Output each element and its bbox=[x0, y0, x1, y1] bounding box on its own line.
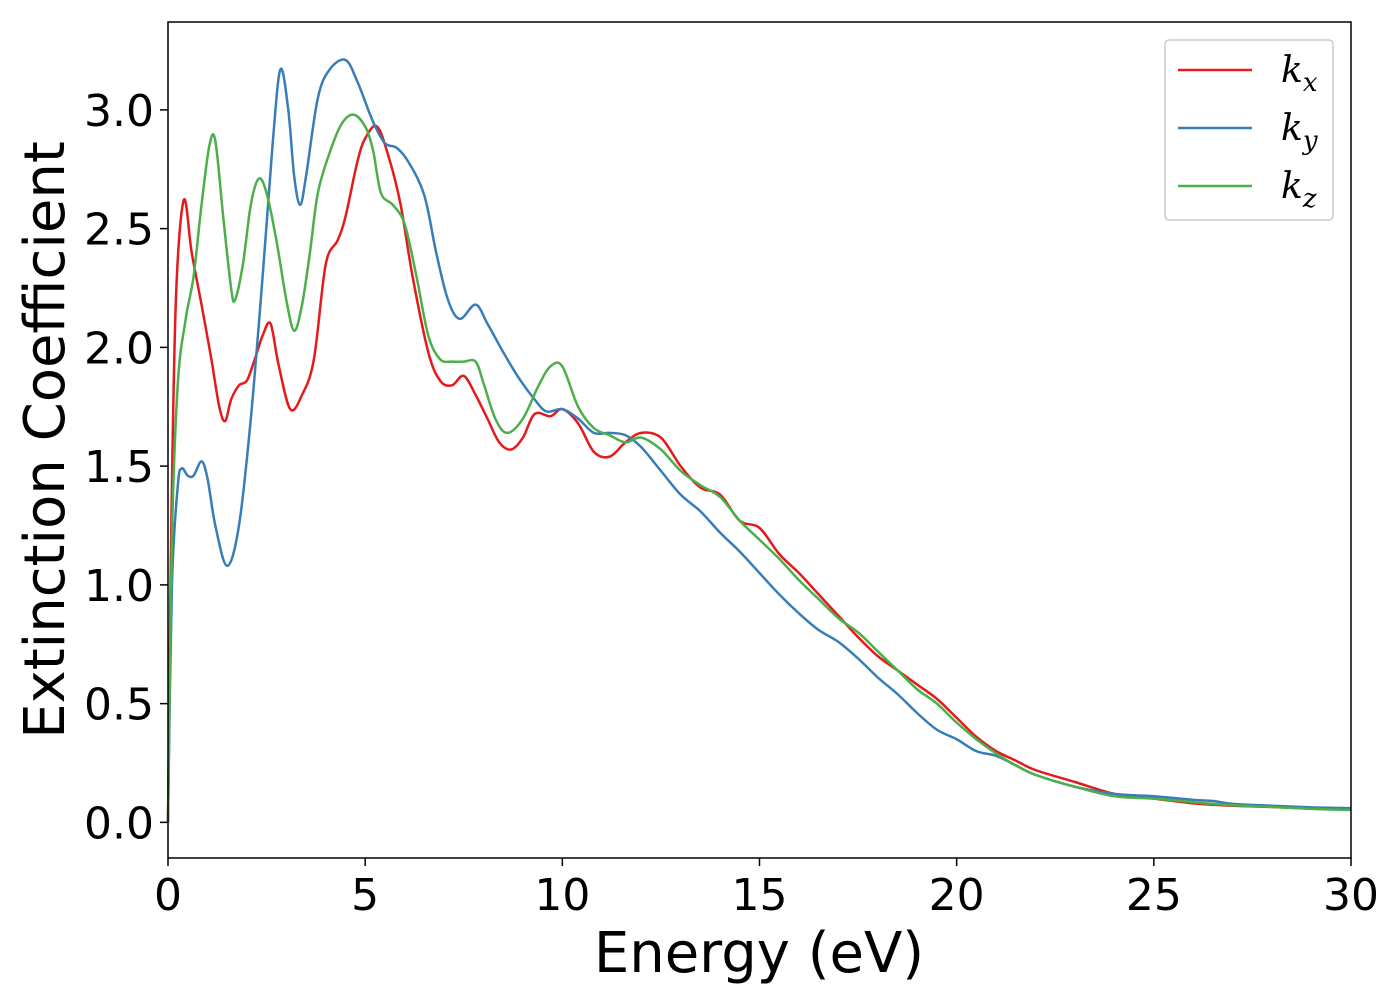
legend-label-base: k bbox=[1281, 50, 1303, 91]
x-tick-label: 10 bbox=[534, 870, 590, 921]
x-axis-label: Energy (eV) bbox=[594, 921, 924, 986]
legend-label-kx: kx bbox=[1281, 50, 1318, 98]
x-tick-label: 5 bbox=[351, 870, 379, 921]
y-tick-label: 0.5 bbox=[84, 680, 154, 731]
series-line-kx bbox=[166, 124, 1352, 823]
x-tick-label: 25 bbox=[1126, 870, 1182, 921]
x-tick-label: 15 bbox=[732, 870, 788, 921]
series-line-ky bbox=[166, 58, 1352, 823]
y-tick-label: 1.0 bbox=[84, 561, 154, 612]
x-tick-label: 30 bbox=[1323, 870, 1379, 921]
legend-label-subscript: z bbox=[1302, 184, 1317, 214]
legend-label-subscript: y bbox=[1302, 126, 1318, 156]
legend-label-ky: ky bbox=[1281, 108, 1318, 156]
legend-label-base: k bbox=[1281, 108, 1303, 149]
y-tick-label: 0.0 bbox=[84, 798, 154, 849]
legend-box bbox=[1164, 39, 1334, 221]
legend-label-base: k bbox=[1281, 166, 1303, 207]
legend-label-subscript: x bbox=[1303, 68, 1318, 98]
x-axis: 0 5 10 15 20 25 30 bbox=[154, 858, 1379, 921]
series-line-kz bbox=[166, 113, 1352, 823]
x-tick-label: 0 bbox=[154, 870, 182, 921]
legend-label-kz: kz bbox=[1281, 166, 1317, 214]
y-tick-label: 3.0 bbox=[84, 86, 154, 137]
y-axis: 0.0 0.5 1.0 1.5 2.0 2.5 3.0 bbox=[84, 86, 168, 849]
y-axis-label: Extinction Coefficient bbox=[13, 141, 78, 739]
y-tick-label: 2.0 bbox=[84, 323, 154, 374]
x-tick-label: 20 bbox=[929, 870, 985, 921]
y-tick-label: 2.5 bbox=[84, 205, 154, 256]
y-tick-label: 1.5 bbox=[84, 442, 154, 493]
series-layer bbox=[166, 58, 1352, 823]
